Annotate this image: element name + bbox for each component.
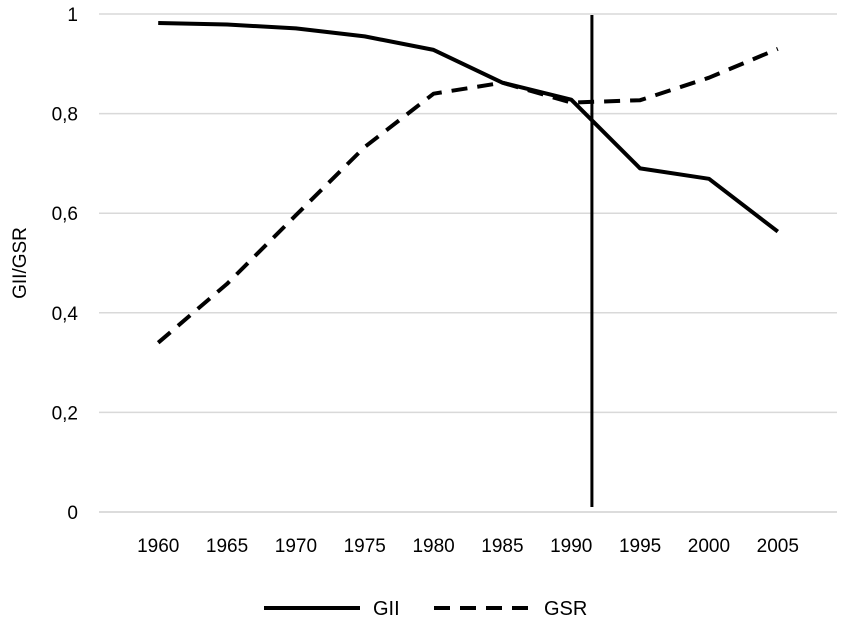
x-axis-tick-labels: 1960 1965 1970 1975 1980 1985 1990 1995 2000 2005	[137, 536, 799, 557]
y-tick-label: 0,8	[52, 105, 78, 126]
y-axis-title: GII/GSR	[10, 227, 31, 299]
y-tick-label: 0,6	[52, 204, 78, 225]
x-tick-label: 1960	[137, 536, 179, 557]
legend-gii-label: GII	[373, 598, 400, 620]
y-tick-label: 1	[67, 5, 78, 26]
y-tick-label: 0,4	[52, 304, 79, 325]
x-tick-label: 1980	[412, 536, 454, 557]
y-tick-label: 0,2	[52, 403, 78, 424]
legend-gsr-label: GSR	[544, 598, 587, 620]
x-tick-label: 2000	[688, 536, 730, 557]
x-tick-label: 1970	[275, 536, 317, 557]
series-lines	[156, 21, 780, 345]
legend: GII GSR	[264, 598, 587, 620]
series-line-gsr	[156, 47, 779, 345]
series-line-gii	[158, 21, 780, 234]
x-tick-label: 1995	[619, 536, 661, 557]
gridlines	[99, 13, 837, 414]
x-tick-label: 1965	[206, 536, 248, 557]
x-tick-label: 2005	[757, 536, 799, 557]
x-tick-label: 1975	[344, 536, 386, 557]
x-tick-label: 1985	[481, 536, 523, 557]
y-tick-label: 0	[67, 503, 78, 524]
y-axis-tick-labels: 0 0,2 0,4 0,6 0,8 1	[52, 5, 79, 524]
x-tick-label: 1990	[550, 536, 592, 557]
